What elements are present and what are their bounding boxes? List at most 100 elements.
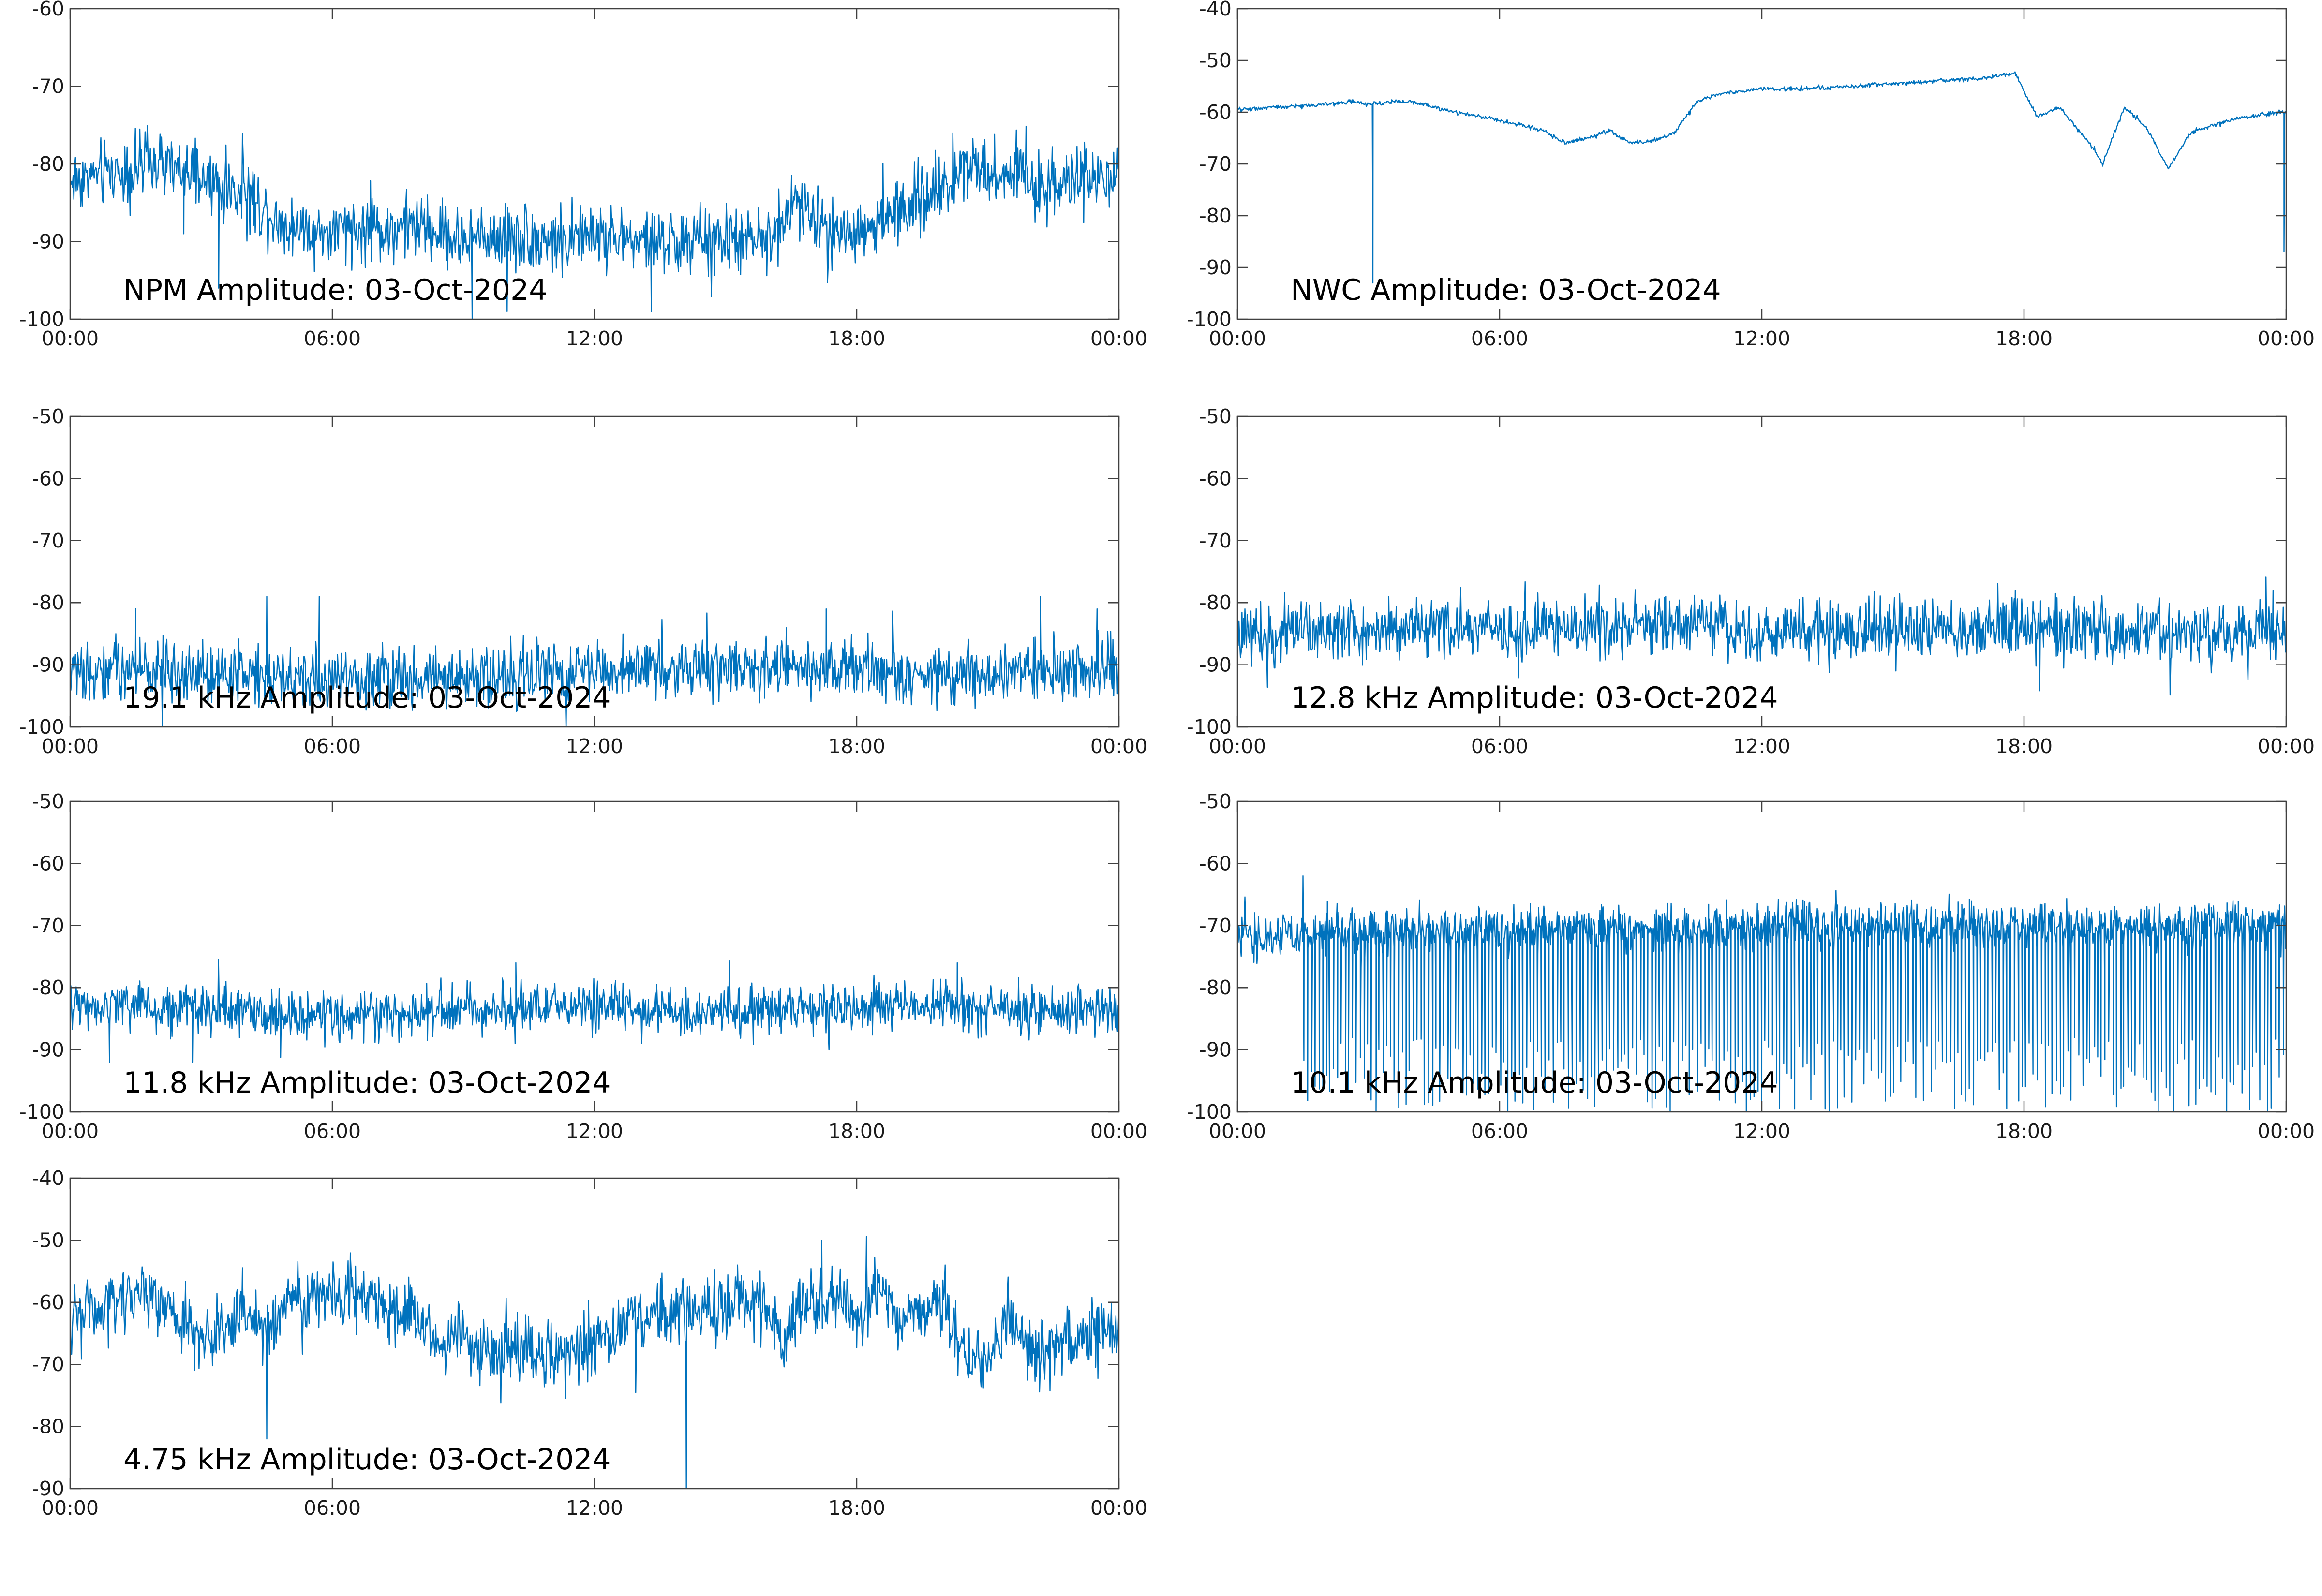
y-tick-label: -70 [1199, 529, 1232, 552]
chart-title: NWC Amplitude: 03-Oct-2024 [1291, 273, 1721, 307]
y-tick-label: -60 [1199, 467, 1232, 490]
x-tick-label: 06:00 [304, 1496, 361, 1520]
series-line-5 [70, 959, 1119, 1063]
x-tick-label: 12:00 [1733, 1120, 1790, 1143]
x-tick-label: 06:00 [304, 735, 361, 758]
y-tick-label: -80 [32, 591, 64, 614]
x-tick-label: 18:00 [1995, 735, 2053, 758]
y-tick-label: -60 [32, 0, 64, 20]
y-tick-label: -100 [1187, 308, 1232, 331]
y-tick-label: -70 [32, 914, 64, 937]
x-tick-label: 00:00 [42, 327, 99, 350]
y-tick-label: -80 [1199, 204, 1232, 227]
chart-panels: -100 -90 -80 -70 -60 00:00 06:00 12:00 18:00 00:0… [19, 0, 2315, 1520]
y-tick-label: -50 [1199, 49, 1232, 72]
x-tick-label: 12:00 [566, 327, 623, 350]
x-tick-label: 12:00 [1733, 327, 1790, 350]
y-tick-label: -90 [32, 1477, 64, 1500]
y-tick-label: -70 [32, 1353, 64, 1376]
x-tick-label: 12:00 [566, 1496, 623, 1520]
chart-panel-4: -100 -90 -80 -70 -60 -50 00:00 06:00 12:00 18:00 0… [1187, 405, 2315, 758]
x-tick-label: 00:00 [42, 1120, 99, 1143]
y-tick-label: -90 [32, 230, 64, 253]
y-tick-label: -90 [1199, 256, 1232, 279]
chart-title: 12.8 kHz Amplitude: 03-Oct-2024 [1291, 681, 1778, 715]
x-tick-label: 00:00 [2258, 1120, 2315, 1143]
y-tick-label: -50 [32, 1228, 64, 1252]
x-tick-label: 00:00 [2258, 327, 2315, 350]
series-line-1 [70, 125, 1119, 319]
x-tick-label: 00:00 [1209, 327, 1266, 350]
x-tick-label: 00:00 [1090, 735, 1147, 758]
chart-title: NPM Amplitude: 03-Oct-2024 [123, 273, 547, 307]
y-tick-label: -80 [32, 152, 64, 176]
x-tick-label: 18:00 [1995, 327, 2053, 350]
chart-panel-1: -100 -90 -80 -70 -60 00:00 06:00 12:00 18:00 00:0… [19, 0, 1147, 350]
series-line-7 [70, 1236, 1119, 1489]
y-tick-label: -80 [32, 1415, 64, 1438]
x-tick-label: 06:00 [1471, 1120, 1528, 1143]
x-tick-label: 00:00 [1090, 327, 1147, 350]
chart-panel-5: -100 -90 -80 -70 -60 -50 00:00 06:00 12:00 18:00 0… [19, 790, 1147, 1143]
plot-frame [1236, 8, 2287, 320]
y-tick-label: -70 [32, 75, 64, 98]
series-line-3 [70, 596, 1119, 727]
x-tick-label: 00:00 [1209, 735, 1266, 758]
x-tick-label: 12:00 [566, 1120, 623, 1143]
plot-frame [69, 1177, 1120, 1490]
x-tick-label: 06:00 [1471, 735, 1528, 758]
y-tick-label: -100 [19, 1100, 64, 1123]
x-tick-label: 06:00 [1471, 327, 1528, 350]
chart-title: 4.75 kHz Amplitude: 03-Oct-2024 [123, 1443, 611, 1477]
y-tick-label: -50 [1199, 790, 1232, 813]
y-tick-label: -40 [32, 1167, 64, 1190]
series-line-2 [1237, 71, 2286, 284]
x-tick-label: 12:00 [566, 735, 623, 758]
x-tick-label: 18:00 [828, 1496, 885, 1520]
y-tick-label: -100 [1187, 715, 1232, 739]
x-tick-label: 12:00 [1733, 735, 1790, 758]
y-tick-label: -70 [1199, 914, 1232, 937]
y-tick-label: -60 [1199, 101, 1232, 124]
x-tick-label: 18:00 [828, 735, 885, 758]
y-tick-label: -40 [1199, 0, 1232, 20]
chart-panel-6: -100 -90 -80 -70 -60 -50 00:00 06:00 12:00 18:00 0… [1187, 790, 2315, 1143]
x-tick-label: 06:00 [304, 327, 361, 350]
series-line-4 [1237, 576, 2286, 696]
chart-panel-7: -90 -80 -70 -60 -50 -40 00:00 06:00 12:00 18:00 00… [32, 1167, 1147, 1520]
y-tick-label: -90 [32, 653, 64, 677]
y-tick-label: -100 [1187, 1100, 1232, 1123]
x-tick-label: 06:00 [304, 1120, 361, 1143]
x-tick-label: 18:00 [828, 1120, 885, 1143]
x-tick-label: 00:00 [1090, 1120, 1147, 1143]
chart-panel-3: -100 -90 -80 -70 -60 -50 00:00 06:00 12:00 18:00 0… [19, 405, 1147, 758]
y-tick-label: -90 [1199, 1038, 1232, 1062]
chart-title: 19.1 kHz Amplitude: 03-Oct-2024 [123, 681, 611, 715]
y-tick-label: -50 [32, 790, 64, 813]
y-tick-label: -50 [1199, 405, 1232, 428]
y-tick-label: -80 [1199, 976, 1232, 999]
y-tick-label: -50 [32, 405, 64, 428]
y-tick-label: -60 [1199, 852, 1232, 875]
y-tick-label: -100 [19, 308, 64, 331]
y-tick-label: -70 [32, 529, 64, 552]
y-tick-label: -80 [1199, 591, 1232, 614]
plot-frame [1236, 415, 2287, 728]
x-tick-label: 00:00 [1090, 1496, 1147, 1520]
y-tick-label: -60 [32, 467, 64, 490]
x-tick-label: 00:00 [1209, 1120, 1266, 1143]
chart-title: 11.8 kHz Amplitude: 03-Oct-2024 [123, 1066, 611, 1100]
x-tick-label: 00:00 [42, 1496, 99, 1520]
y-tick-label: -100 [19, 715, 64, 739]
y-tick-label: -60 [32, 852, 64, 875]
y-tick-label: -80 [32, 976, 64, 999]
y-tick-label: -70 [1199, 152, 1232, 176]
x-tick-label: 00:00 [42, 735, 99, 758]
plot-frame [69, 800, 1120, 1113]
x-tick-label: 18:00 [828, 327, 885, 350]
chart-title: 10.1 kHz Amplitude: 03-Oct-2024 [1291, 1066, 1778, 1100]
y-tick-label: -90 [32, 1038, 64, 1062]
x-tick-label: 00:00 [2258, 735, 2315, 758]
chart-panel-2: -100 -90 -80 -70 -60 -50 -40 00:00 06:00 12:00 18:… [1187, 0, 2315, 350]
